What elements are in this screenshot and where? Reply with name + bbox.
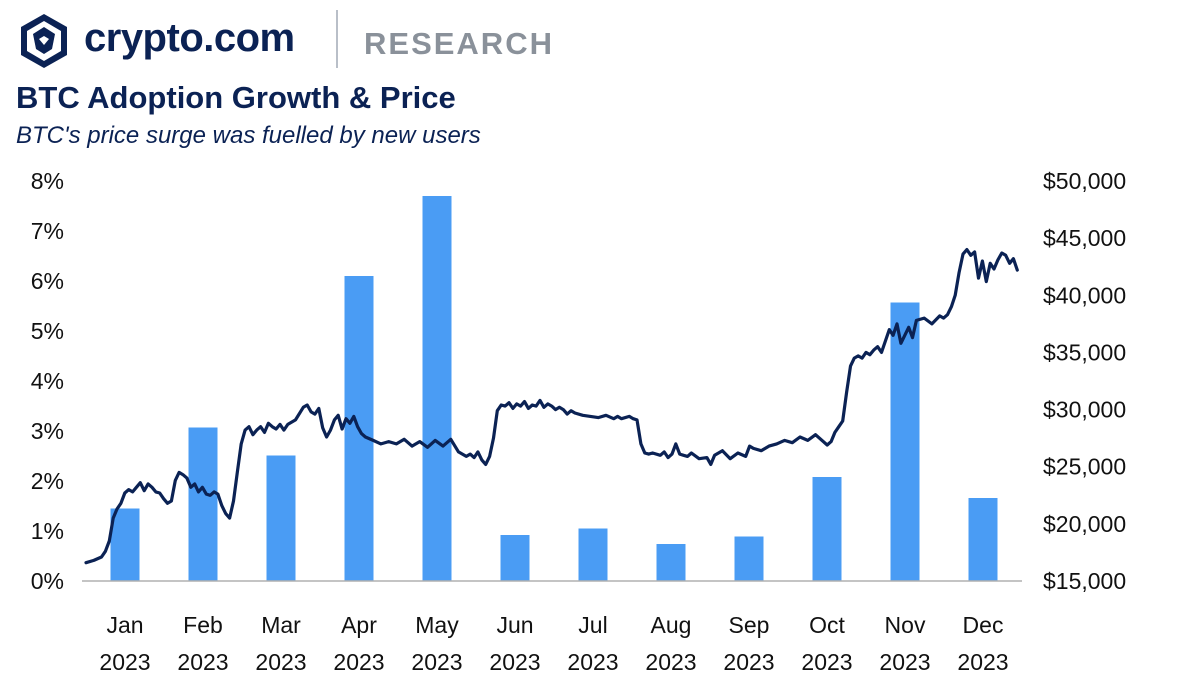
x-tick-year: 2023 bbox=[177, 649, 228, 675]
right-tick-label: $50,000 bbox=[1043, 168, 1126, 194]
x-tick-month: May bbox=[415, 612, 459, 638]
bar-oct bbox=[812, 477, 842, 581]
bar-sep bbox=[734, 536, 764, 581]
bar-dec bbox=[968, 498, 998, 581]
x-tick-year: 2023 bbox=[723, 649, 774, 675]
x-tick-month: Oct bbox=[809, 612, 845, 638]
right-tick-label: $15,000 bbox=[1043, 568, 1126, 594]
brand-name: crypto.com bbox=[84, 16, 295, 60]
x-tick-year: 2023 bbox=[567, 649, 618, 675]
left-tick-label: 0% bbox=[31, 568, 64, 594]
x-tick-year: 2023 bbox=[255, 649, 306, 675]
bar-jun bbox=[500, 535, 530, 581]
section-label: RESEARCH bbox=[364, 26, 554, 61]
bar-nov bbox=[890, 302, 920, 581]
x-tick-year: 2023 bbox=[801, 649, 852, 675]
x-tick-month: Aug bbox=[651, 612, 692, 638]
left-axis-tick-labels: 0% 1% 2% 3% 4% 5% 6% 7% 8% bbox=[31, 168, 64, 594]
chart-subtitle: BTC's price surge was fuelled by new use… bbox=[16, 122, 481, 149]
left-tick-label: 3% bbox=[31, 418, 64, 444]
bar-mar bbox=[266, 455, 296, 581]
x-tick-month: Jan bbox=[106, 612, 143, 638]
x-tick-year: 2023 bbox=[879, 649, 930, 675]
x-tick-year: 2023 bbox=[333, 649, 384, 675]
left-tick-label: 6% bbox=[31, 268, 64, 294]
right-tick-label: $40,000 bbox=[1043, 282, 1126, 308]
bar-jul bbox=[578, 528, 608, 581]
x-tick-year: 2023 bbox=[99, 649, 150, 675]
header: crypto.com RESEARCH bbox=[14, 8, 714, 72]
x-tick-month: Nov bbox=[885, 612, 926, 638]
right-tick-label: $20,000 bbox=[1043, 511, 1126, 537]
right-axis-tick-labels: $15,000 $20,000 $25,000 $30,000 $35,000 $40,0… bbox=[1043, 168, 1126, 594]
x-tick-month: Dec bbox=[963, 612, 1004, 638]
left-tick-label: 1% bbox=[31, 518, 64, 544]
chart-title: BTC Adoption Growth & Price bbox=[16, 80, 456, 115]
x-tick-year: 2023 bbox=[645, 649, 696, 675]
x-tick-month: Jul bbox=[578, 612, 607, 638]
price-line bbox=[84, 248, 1019, 565]
left-tick-label: 4% bbox=[31, 368, 64, 394]
x-tick-month: Sep bbox=[729, 612, 770, 638]
right-tick-label: $30,000 bbox=[1043, 397, 1126, 423]
x-tick-month: Mar bbox=[261, 612, 301, 638]
x-tick-year: 2023 bbox=[957, 649, 1008, 675]
left-tick-label: 5% bbox=[31, 318, 64, 344]
x-tick-month: Feb bbox=[183, 612, 223, 638]
x-tick-year: 2023 bbox=[489, 649, 540, 675]
x-tick-month: Apr bbox=[341, 612, 377, 638]
x-axis-tick-labels: Jan 2023 Feb 2023 Mar 2023 Apr 2023 May 2023 Jun 20… bbox=[99, 612, 1008, 675]
right-tick-label: $45,000 bbox=[1043, 225, 1126, 251]
right-tick-label: $25,000 bbox=[1043, 454, 1126, 480]
left-tick-label: 2% bbox=[31, 468, 64, 494]
bar-jan bbox=[110, 508, 140, 581]
left-tick-label: 8% bbox=[31, 168, 64, 194]
crypto-com-lion-shield-icon bbox=[21, 14, 67, 68]
right-tick-label: $35,000 bbox=[1043, 339, 1126, 365]
bar-series-adoption-growth bbox=[110, 196, 998, 581]
left-tick-label: 7% bbox=[31, 218, 64, 244]
bar-aug bbox=[656, 544, 686, 581]
header-divider bbox=[336, 10, 338, 68]
bar-feb bbox=[188, 427, 218, 581]
x-tick-year: 2023 bbox=[411, 649, 462, 675]
x-tick-month: Jun bbox=[496, 612, 533, 638]
bar-may bbox=[422, 196, 452, 581]
